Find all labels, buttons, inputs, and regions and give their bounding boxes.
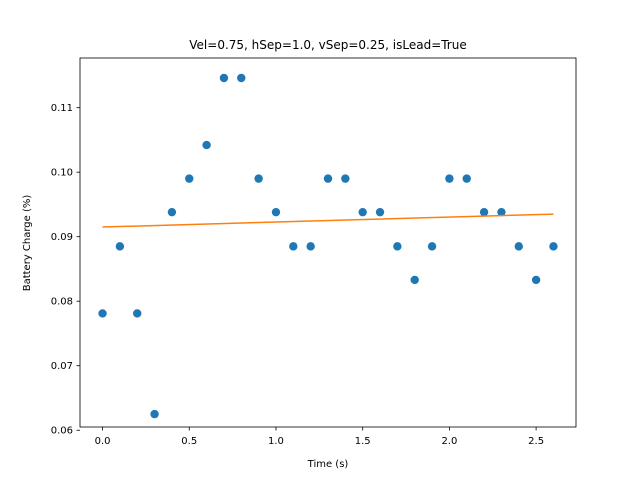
data-point [549, 242, 558, 251]
y-tick-label: 0.09 [51, 232, 73, 243]
data-point [271, 207, 281, 217]
data-point [115, 242, 125, 251]
chart-title: Vel=0.75, hSep=1.0, vSep=0.25, isLead=Tr… [189, 38, 466, 52]
data-point [98, 309, 107, 318]
data-point [202, 140, 211, 150]
y-tick-label: 0.06 [51, 426, 73, 437]
data-point [167, 207, 177, 217]
data-point [323, 174, 333, 183]
data-point [289, 242, 298, 251]
data-point [514, 242, 523, 251]
data-point [445, 174, 454, 183]
y-axis-label: Battery Charge (%) [22, 195, 33, 292]
plot-marks [98, 73, 558, 419]
x-tick-label: 2.5 [528, 436, 544, 447]
x-tick-label: 0.5 [181, 436, 197, 447]
y-tick-label: 0.11 [51, 103, 73, 114]
plot-frame [79, 57, 577, 428]
data-point [150, 409, 159, 419]
y-tick-label: 0.10 [51, 168, 73, 179]
data-point [254, 174, 263, 183]
data-point [341, 174, 350, 183]
data-point [306, 242, 315, 251]
y-tick-label: 0.07 [51, 361, 73, 372]
data-point [531, 275, 541, 285]
trend-line [102, 213, 554, 228]
data-point [375, 207, 385, 217]
x-tick-label: 2.0 [441, 436, 457, 447]
data-point [462, 174, 471, 183]
data-point [133, 309, 142, 318]
y-tick-label: 0.08 [51, 297, 73, 308]
data-point [219, 73, 229, 83]
data-point [358, 207, 367, 217]
data-point [497, 207, 506, 217]
data-point [237, 73, 246, 83]
data-point [185, 174, 194, 183]
x-axis-label: Time (s) [307, 459, 349, 470]
x-tick-label: 0.0 [95, 436, 111, 447]
data-point [393, 242, 402, 251]
x-tick-label: 1.5 [355, 436, 371, 447]
data-point [410, 275, 419, 285]
axis-ticks: 0.0 0.5 1.0 1.5 2.0 2.5 0.06 0.07 0.08 0.09 0.10 0.… [51, 103, 544, 447]
data-point [479, 207, 489, 217]
x-tick-label: 1.0 [268, 436, 284, 447]
data-point [427, 242, 437, 251]
